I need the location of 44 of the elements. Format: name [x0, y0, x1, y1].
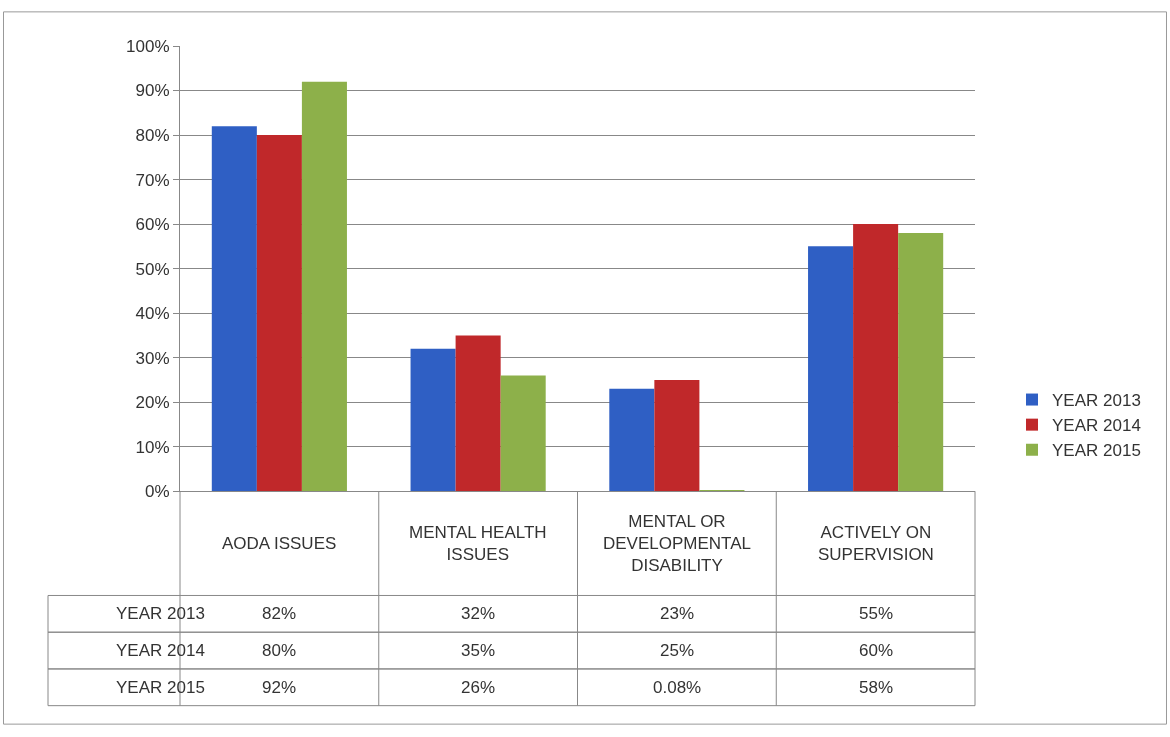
data-label: 58% [859, 678, 894, 697]
bar [500, 375, 546, 492]
legend-label: YEAR 2014 [1052, 416, 1141, 436]
x-tick-label: MENTAL HEALTH ISSUES [409, 523, 547, 565]
bar [654, 379, 700, 492]
y-tick-label: 20% [135, 393, 170, 413]
legend-label: YEAR 2015 [1052, 441, 1141, 461]
data-label: 25% [660, 641, 695, 660]
y-tick-label: 70% [135, 170, 170, 190]
y-tick-label: 60% [135, 215, 170, 235]
data-label: 32% [461, 604, 496, 623]
data-label: 92% [262, 678, 297, 697]
data-label: 23% [660, 604, 695, 623]
data-label: 0.08% [653, 678, 702, 697]
bar [609, 388, 655, 492]
y-tick-label: 90% [135, 81, 170, 101]
y-tick-label: 0% [145, 482, 170, 502]
data-label: 26% [461, 678, 496, 697]
y-tick-label: 80% [135, 126, 170, 146]
y-tick-label: 40% [135, 304, 170, 324]
text: YEAR 2013 [116, 604, 205, 623]
bar [853, 224, 899, 492]
x-tick-label: ACTIVELY ON SUPERVISION [818, 523, 934, 565]
y-tick-label: 100% [126, 36, 170, 56]
bar [898, 233, 944, 492]
bar [256, 135, 302, 492]
data-label: 80% [262, 641, 297, 660]
text: YEAR 2014 [116, 641, 205, 660]
data-label: 35% [461, 641, 496, 660]
bar [808, 246, 854, 492]
text: YEAR 2015 [116, 678, 205, 697]
y-tick-label: 50% [135, 259, 170, 279]
bar [301, 81, 347, 492]
x-tick-label: MENTAL OR DEVELOPMENTAL DISABILITY [603, 512, 752, 576]
bar [455, 335, 501, 492]
bar [211, 126, 257, 492]
legend-label: YEAR 2013 [1052, 391, 1141, 411]
data-label: 82% [262, 604, 297, 623]
data-label: 60% [859, 641, 894, 660]
bar [410, 348, 456, 492]
x-tick-label: AODA ISSUES [222, 534, 337, 553]
data-label: 55% [859, 604, 894, 623]
y-tick-label: 10% [135, 437, 170, 457]
y-tick-label: 30% [135, 348, 170, 368]
